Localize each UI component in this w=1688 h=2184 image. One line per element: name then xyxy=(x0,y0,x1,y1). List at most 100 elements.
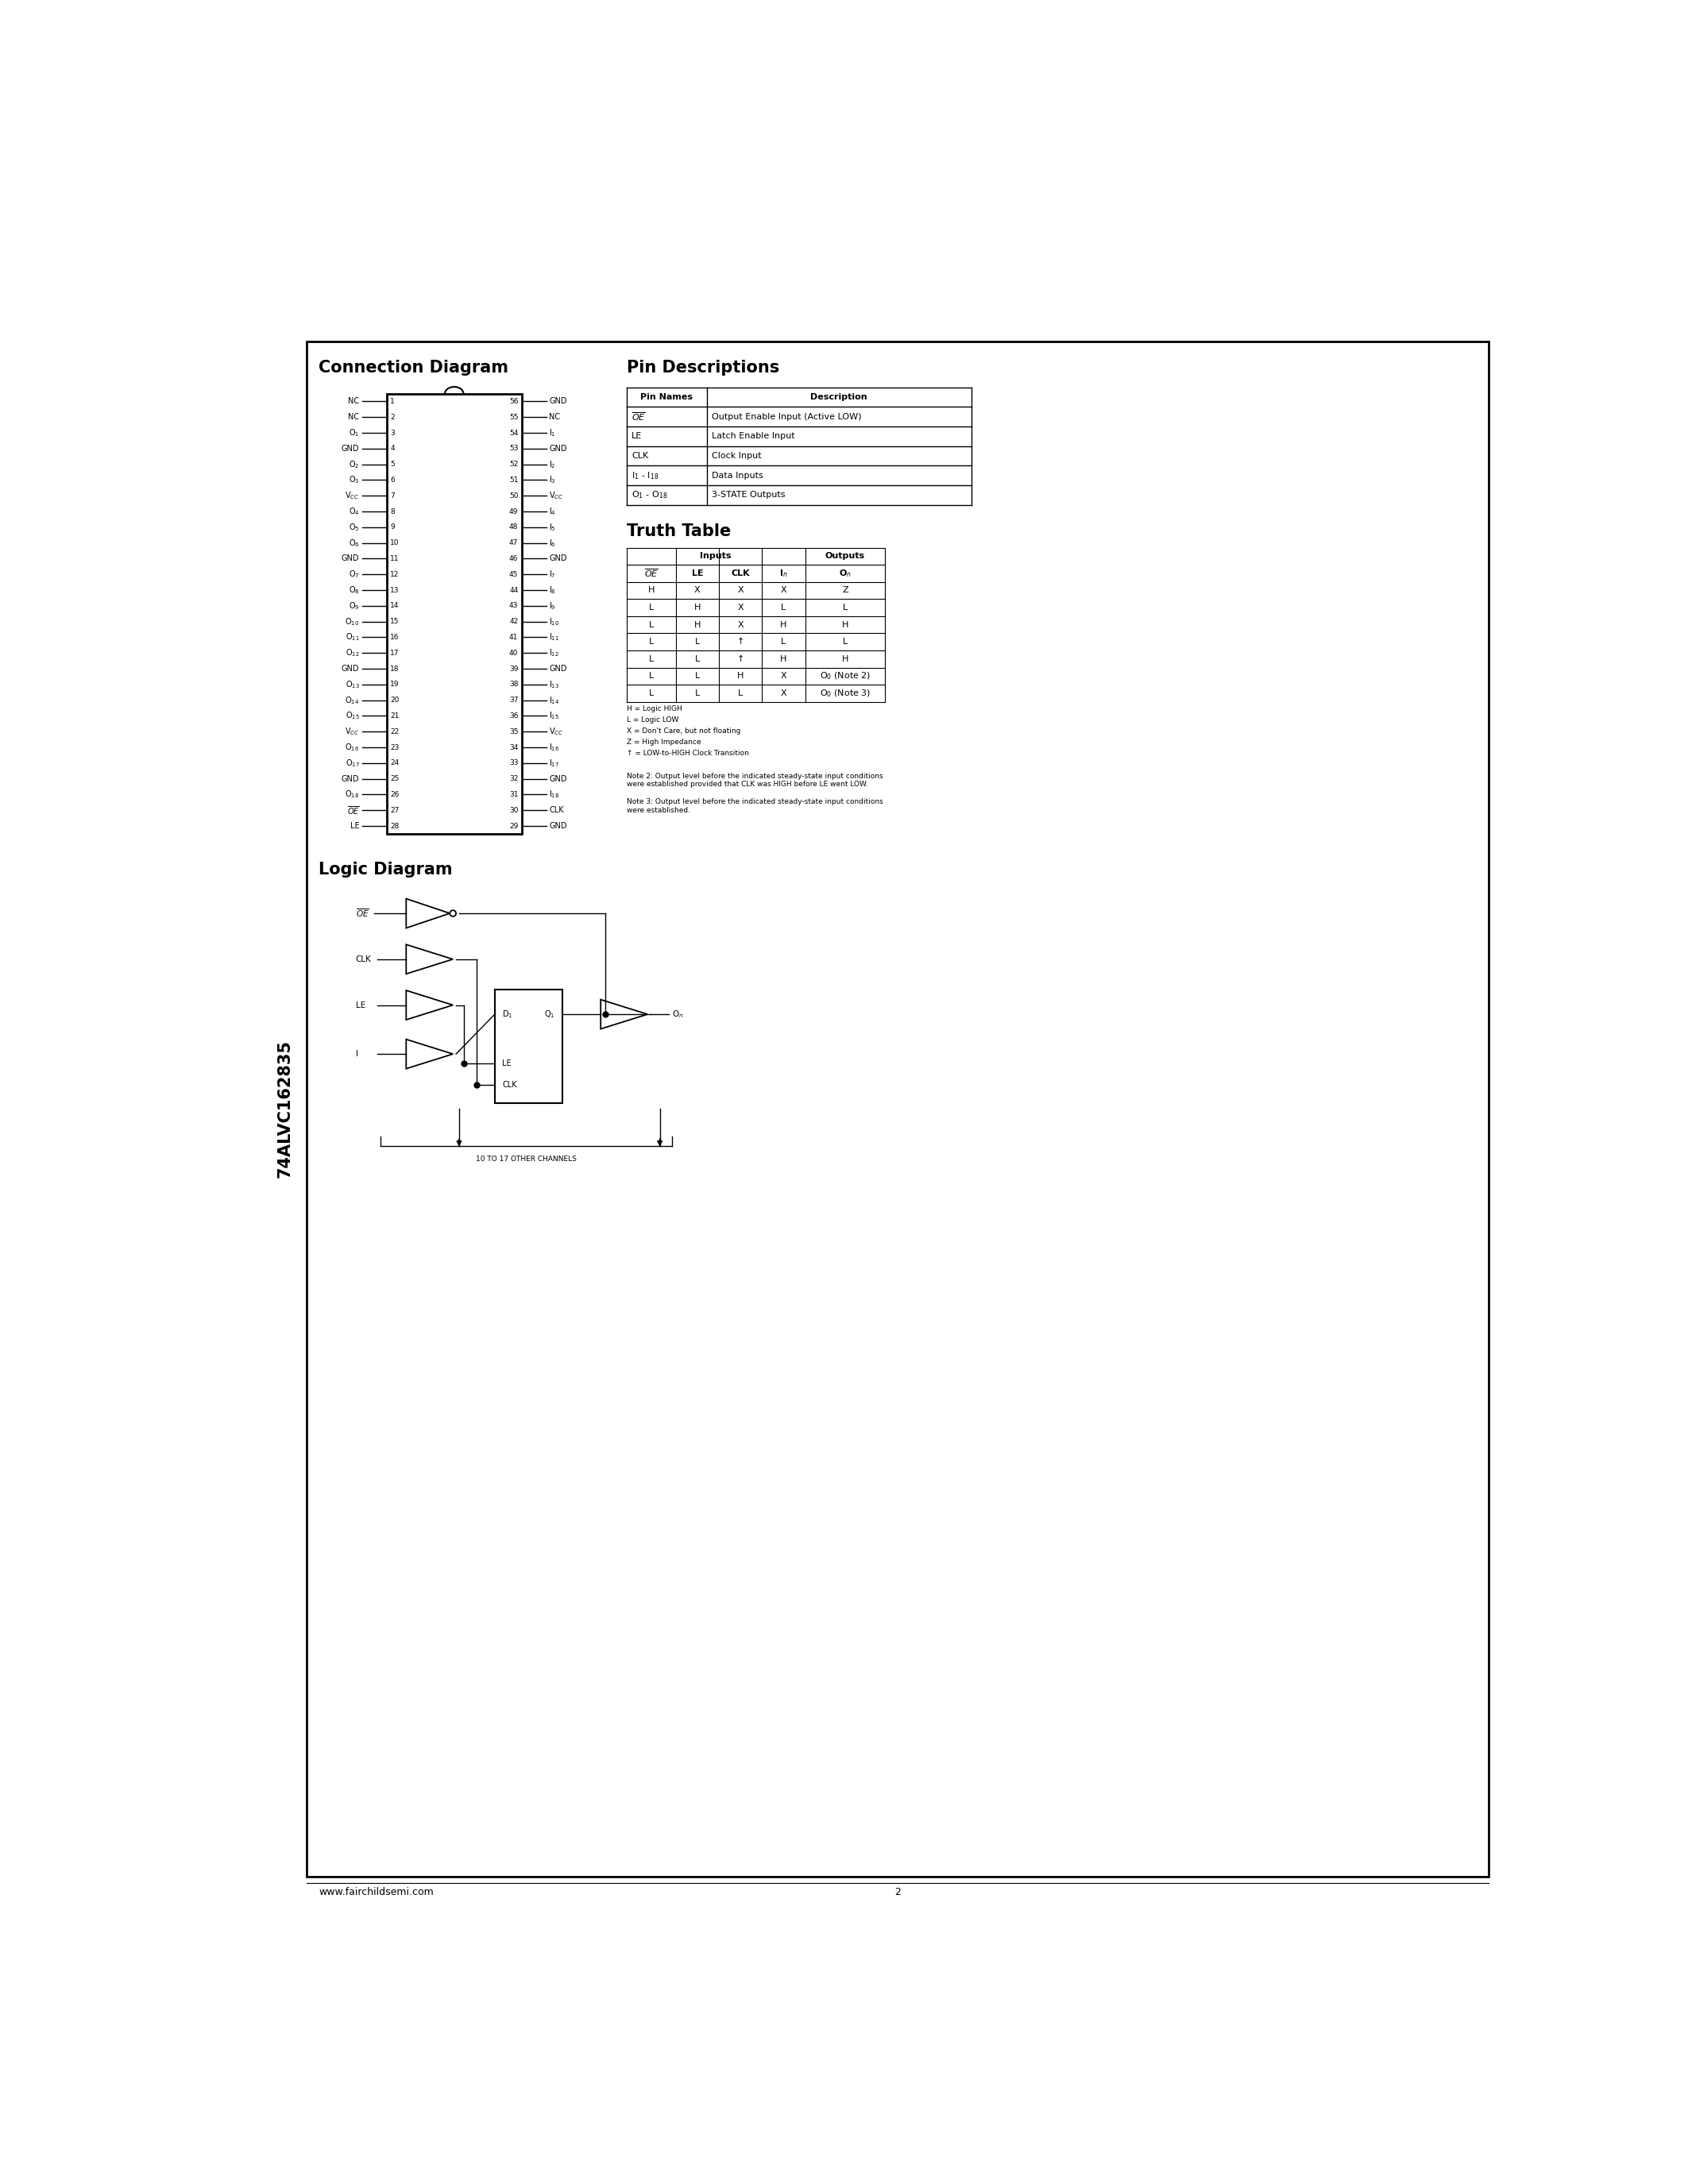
Text: $\overline{OE}$: $\overline{OE}$ xyxy=(356,909,370,919)
Text: 11: 11 xyxy=(390,555,400,561)
Text: CLK: CLK xyxy=(631,452,648,461)
Text: 2: 2 xyxy=(895,1887,901,1898)
Text: 6: 6 xyxy=(390,476,395,483)
Text: 49: 49 xyxy=(510,509,518,515)
Text: H: H xyxy=(694,620,701,629)
Text: X: X xyxy=(738,620,743,629)
Text: O$_n$: O$_n$ xyxy=(672,1009,684,1020)
Text: H: H xyxy=(648,587,655,594)
Text: 47: 47 xyxy=(510,539,518,546)
Text: I$_{15}$: I$_{15}$ xyxy=(549,710,559,721)
Text: X: X xyxy=(780,587,787,594)
Text: 4: 4 xyxy=(390,446,395,452)
Text: 24: 24 xyxy=(390,760,398,767)
Text: GND: GND xyxy=(341,775,360,782)
Text: Outputs: Outputs xyxy=(825,553,864,559)
Text: I$_1$: I$_1$ xyxy=(549,428,555,439)
Text: O$_6$: O$_6$ xyxy=(348,537,360,548)
Text: Description: Description xyxy=(810,393,868,402)
Text: O$_0$ (Note 2): O$_0$ (Note 2) xyxy=(819,670,871,681)
Text: CLK: CLK xyxy=(356,954,371,963)
Text: 55: 55 xyxy=(510,413,518,422)
Text: L: L xyxy=(648,690,653,697)
Text: $\overline{OE}$: $\overline{OE}$ xyxy=(346,804,360,817)
Text: H: H xyxy=(842,655,849,664)
Text: Clock Input: Clock Input xyxy=(712,452,761,461)
Text: V$_{CC}$: V$_{CC}$ xyxy=(549,489,564,502)
Text: O$_5$: O$_5$ xyxy=(349,522,360,533)
Text: I$_n$: I$_n$ xyxy=(780,568,788,579)
Text: O$_{12}$: O$_{12}$ xyxy=(346,646,360,660)
Text: Z: Z xyxy=(842,587,847,594)
Text: 56: 56 xyxy=(510,397,518,404)
Text: 31: 31 xyxy=(510,791,518,797)
Text: Z = High Impedance: Z = High Impedance xyxy=(626,738,701,745)
Text: Pin Names: Pin Names xyxy=(640,393,692,402)
Text: NC: NC xyxy=(348,397,360,406)
Text: O$_{17}$: O$_{17}$ xyxy=(344,758,360,769)
Text: O$_{18}$: O$_{18}$ xyxy=(344,788,360,799)
Text: 21: 21 xyxy=(390,712,398,719)
Text: 3-STATE Outputs: 3-STATE Outputs xyxy=(712,491,785,498)
Text: 5: 5 xyxy=(390,461,395,467)
Text: L: L xyxy=(782,603,787,612)
Text: L: L xyxy=(695,673,701,679)
Text: 14: 14 xyxy=(390,603,398,609)
Text: 22: 22 xyxy=(390,727,398,736)
Text: I$_1$ - I$_{18}$: I$_1$ - I$_{18}$ xyxy=(631,470,658,480)
Text: GND: GND xyxy=(549,446,567,452)
Text: 54: 54 xyxy=(510,430,518,437)
Text: GND: GND xyxy=(549,821,567,830)
Text: O$_{10}$: O$_{10}$ xyxy=(344,616,360,627)
Text: CLK: CLK xyxy=(731,570,749,577)
Text: 20: 20 xyxy=(390,697,398,703)
Text: CLK: CLK xyxy=(549,806,564,815)
Text: 19: 19 xyxy=(390,681,400,688)
Text: I$_{11}$: I$_{11}$ xyxy=(549,631,559,642)
Text: 41: 41 xyxy=(510,633,518,640)
Text: 52: 52 xyxy=(510,461,518,467)
Text: GND: GND xyxy=(341,555,360,563)
Text: I: I xyxy=(356,1051,358,1057)
Text: O$_2$: O$_2$ xyxy=(349,459,360,470)
Text: I$_5$: I$_5$ xyxy=(549,522,555,533)
Text: Logic Diagram: Logic Diagram xyxy=(319,860,452,878)
Text: 43: 43 xyxy=(510,603,518,609)
Text: 1: 1 xyxy=(390,397,395,404)
Text: O$_{13}$: O$_{13}$ xyxy=(344,679,360,690)
Text: L = Logic LOW: L = Logic LOW xyxy=(626,716,679,723)
Text: I$_{16}$: I$_{16}$ xyxy=(549,743,559,753)
Text: 13: 13 xyxy=(390,587,400,594)
Text: Truth Table: Truth Table xyxy=(626,524,731,539)
Text: X: X xyxy=(738,587,743,594)
Text: X: X xyxy=(738,603,743,612)
Text: Output Enable Input (Active LOW): Output Enable Input (Active LOW) xyxy=(712,413,861,422)
Text: O$_{11}$: O$_{11}$ xyxy=(346,631,360,642)
Text: ↑: ↑ xyxy=(736,655,744,664)
Text: ↑: ↑ xyxy=(736,638,744,646)
Text: H = Logic HIGH: H = Logic HIGH xyxy=(626,705,682,712)
Text: O$_1$ - O$_{18}$: O$_1$ - O$_{18}$ xyxy=(631,489,667,500)
Text: GND: GND xyxy=(549,397,567,406)
Text: X = Don't Care, but not floating: X = Don't Care, but not floating xyxy=(626,727,741,734)
Text: Q$_1$: Q$_1$ xyxy=(545,1009,555,1020)
Text: O$_4$: O$_4$ xyxy=(348,507,360,518)
Bar xyxy=(495,989,562,1103)
Text: CLK: CLK xyxy=(503,1081,517,1088)
Text: O$_3$: O$_3$ xyxy=(349,474,360,485)
Text: Note 2: Output level before the indicated steady-state input conditions
were est: Note 2: Output level before the indicate… xyxy=(626,773,883,788)
Text: O$_7$: O$_7$ xyxy=(349,568,360,581)
Text: I$_2$: I$_2$ xyxy=(549,459,555,470)
Text: 74ALVC162835: 74ALVC162835 xyxy=(277,1040,292,1177)
Text: Data Inputs: Data Inputs xyxy=(712,472,763,480)
Text: 12: 12 xyxy=(390,570,398,579)
Text: L: L xyxy=(842,638,847,646)
Text: 27: 27 xyxy=(390,806,398,815)
Text: L: L xyxy=(648,603,653,612)
Text: 51: 51 xyxy=(510,476,518,483)
Text: 53: 53 xyxy=(510,446,518,452)
Text: L: L xyxy=(648,655,653,664)
Text: I$_4$: I$_4$ xyxy=(549,507,555,518)
Text: H: H xyxy=(780,620,787,629)
Text: 3: 3 xyxy=(390,430,395,437)
